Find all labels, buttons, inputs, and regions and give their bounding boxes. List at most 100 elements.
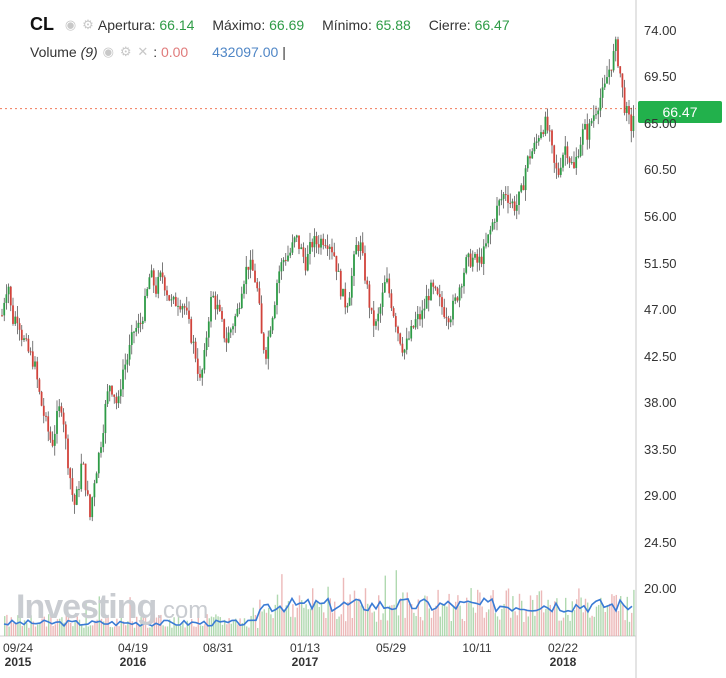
candle-body	[531, 151, 534, 159]
open-value: 66.14	[159, 17, 195, 33]
x-tick-label: 01/13 2017	[289, 641, 321, 669]
volume-bar	[481, 606, 483, 636]
volume-bar	[613, 595, 615, 636]
volume-bar	[122, 621, 125, 636]
volume-bar	[155, 617, 158, 636]
candle-body	[254, 270, 256, 283]
candle-body	[18, 323, 21, 330]
volume-bar	[250, 615, 252, 636]
low-label: Mínimo:	[322, 17, 372, 33]
candle-body	[544, 116, 547, 135]
candle-body	[27, 338, 30, 352]
volume-bar	[496, 616, 499, 636]
candle-body	[443, 307, 446, 317]
candle-body	[159, 272, 162, 277]
volume-bar	[463, 621, 466, 636]
volume-bar	[518, 593, 521, 636]
candle-body	[238, 307, 241, 309]
volume-bar	[107, 617, 109, 636]
candle-body	[458, 287, 461, 301]
volume-period: (9)	[80, 44, 98, 60]
candle-body	[36, 361, 39, 380]
close-icon[interactable]: ✕	[137, 44, 149, 59]
candle-body	[394, 316, 397, 327]
candle-body	[203, 350, 206, 370]
candle-body	[181, 306, 184, 310]
volume-bar	[243, 618, 246, 636]
candle-body	[295, 235, 298, 238]
eye-icon[interactable]: ◉	[102, 44, 114, 59]
candle-body	[240, 293, 243, 308]
volume-bar	[43, 616, 45, 636]
volume-bar	[37, 624, 39, 636]
volume-bar	[182, 622, 184, 636]
eye-icon[interactable]: ◉	[64, 17, 77, 32]
candle-body	[135, 327, 138, 332]
candle-body	[104, 403, 107, 434]
y-tick-label: 47.00	[644, 302, 677, 318]
volume-bar	[259, 599, 261, 636]
volume-bar	[430, 617, 433, 636]
plot-area	[0, 10, 636, 636]
volume-bar	[404, 617, 406, 636]
volume-bar	[232, 621, 235, 636]
candle-body	[91, 497, 94, 518]
volume-bar	[127, 621, 129, 636]
candle-body	[562, 154, 564, 168]
candle-body	[113, 394, 116, 397]
volume-bar	[426, 596, 428, 636]
volume-bar	[600, 597, 602, 636]
volume-bar	[633, 589, 635, 636]
volume-bar	[129, 597, 131, 636]
volume-bar	[83, 627, 85, 636]
candle-body	[575, 156, 578, 169]
gear-icon[interactable]: ⚙	[82, 17, 94, 32]
volume-bar	[527, 616, 529, 636]
candle-body	[82, 463, 85, 465]
volume-bar	[543, 612, 545, 636]
x-tick-label: 05/29	[375, 641, 407, 655]
candle-body	[452, 300, 454, 320]
volume-bar	[331, 612, 334, 636]
candle-body	[357, 244, 360, 252]
candle-body	[381, 292, 384, 307]
volume-bar	[507, 588, 510, 636]
candle-body	[5, 294, 8, 303]
volume-bar	[516, 615, 518, 636]
candle-body	[108, 385, 111, 392]
candle-body	[608, 69, 611, 78]
volume-bar	[617, 611, 620, 636]
volume-bar	[180, 625, 182, 636]
candle-body	[172, 296, 175, 300]
candle-body	[258, 288, 261, 304]
candle-body	[207, 321, 210, 338]
volume-bar	[584, 598, 587, 636]
volume-bar	[125, 625, 127, 636]
candle-body	[447, 318, 450, 323]
candle-body	[485, 243, 487, 247]
volume-bar	[261, 611, 263, 636]
volume-bar	[78, 619, 81, 636]
candle-body	[201, 369, 204, 378]
volume-bar	[294, 617, 296, 636]
volume-bar	[241, 622, 243, 636]
candle-body	[163, 277, 166, 291]
volume-bar	[114, 626, 116, 636]
volume-bar	[582, 612, 584, 636]
candle-body	[588, 123, 591, 140]
volume-bar	[72, 626, 74, 636]
gear-icon[interactable]: ⚙	[119, 44, 132, 59]
candle-body	[247, 266, 250, 270]
volume-bar	[4, 616, 6, 636]
volume-bar	[547, 599, 549, 636]
volume-bar	[347, 602, 349, 636]
volume-bar	[466, 597, 468, 636]
volume-bar	[428, 608, 430, 636]
volume-bar	[576, 599, 578, 636]
candle-body	[441, 297, 443, 308]
candle-body	[38, 379, 41, 392]
volume-bar	[549, 604, 551, 636]
volume-bar	[433, 610, 435, 636]
